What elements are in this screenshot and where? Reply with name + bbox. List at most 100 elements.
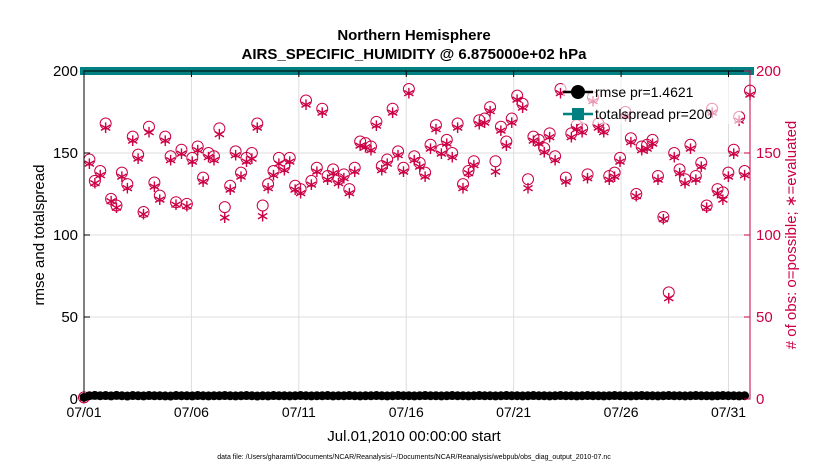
obs-evaluated-marker: ∗: [629, 187, 643, 206]
obs-evaluated-marker: ∗: [153, 190, 167, 209]
footnote: data file: /Users/gharamti/Documents/NCA…: [217, 454, 611, 461]
obs-evaluated-marker: ∗: [185, 152, 199, 171]
obs-possible-marker: [446, 147, 459, 159]
obs-evaluated-marker: ∗: [115, 167, 129, 186]
obs-evaluated-marker: ∗: [120, 178, 134, 197]
obs-possible-marker: [679, 173, 692, 186]
legend-rmse-marker: [571, 85, 585, 99]
obs-evaluated-marker: ∗: [450, 118, 464, 137]
x-tick-label: 07/31: [711, 404, 746, 420]
obs-evaluated-marker: ∗: [218, 208, 232, 227]
obs-evaluated-marker: ∗: [234, 167, 248, 186]
obs-possible-marker: [511, 89, 524, 102]
obs-evaluated-marker: ∗: [580, 169, 594, 188]
obs-evaluated-marker: ∗: [326, 164, 340, 183]
obs-evaluated-marker: ∗: [169, 195, 183, 214]
x-tick-label: 07/06: [174, 404, 209, 420]
obs-evaluated-marker: ∗: [694, 157, 708, 176]
obs-evaluated-marker: ∗: [93, 165, 107, 184]
obs-evaluated-marker: ∗: [353, 136, 367, 155]
obs-evaluated-marker: ∗: [413, 157, 427, 176]
x-tick-label: 07/11: [282, 404, 316, 420]
obs-evaluated-marker: ∗: [597, 123, 611, 142]
obs-evaluated-marker: ∗: [256, 206, 270, 225]
obs-evaluated-marker: ∗: [131, 149, 145, 168]
obs-possible-marker: [180, 197, 193, 210]
obs-possible-marker: [473, 114, 486, 127]
legend: rmse pr=1.4621 totalspread pr=200: [563, 78, 741, 124]
obs-possible-marker: [251, 117, 264, 130]
obs-evaluated-marker: ∗: [207, 151, 221, 170]
obs-possible-marker: [137, 206, 150, 219]
obs-evaluated-marker: ∗: [142, 123, 156, 142]
obs-evaluated-marker: ∗: [375, 160, 389, 179]
obs-evaluated-marker: ∗: [109, 198, 123, 217]
obs-evaluated-marker: ∗: [494, 121, 508, 140]
x-tick-label: 07/21: [496, 404, 531, 420]
obs-evaluated-marker: ∗: [499, 136, 513, 155]
obs-possible-marker: [467, 155, 480, 168]
obs-possible-marker: [630, 188, 643, 200]
obs-possible-marker: [245, 147, 258, 159]
obs-possible-marker: [267, 165, 280, 178]
obs-evaluated-marker: ∗: [348, 162, 362, 181]
obs-possible-marker: [392, 145, 405, 158]
obs-possible-marker: [657, 210, 670, 223]
obs-evaluated-marker: ∗: [640, 139, 654, 158]
obs-possible-marker: [722, 166, 735, 179]
chart-title: Northern Hemisphere: [337, 27, 490, 44]
obs-evaluated-marker: ∗: [678, 174, 692, 193]
obs-possible-marker: [294, 183, 307, 196]
obs-possible-marker: [175, 143, 188, 156]
obs-possible-marker: [429, 119, 442, 132]
obs-possible-marker: [224, 179, 237, 192]
obs-evaluated-marker: ∗: [407, 151, 421, 170]
obs-possible-marker: [197, 171, 210, 184]
obs-evaluated-marker: ∗: [672, 164, 686, 183]
obs-evaluated-marker: ∗: [543, 128, 557, 147]
obs-evaluated-marker: ∗: [445, 147, 459, 166]
obs-possible-marker: [522, 173, 534, 186]
y-axis-right-label: # of obs: o=possible; ∗=evaluated: [783, 121, 800, 350]
obs-possible-marker: [397, 161, 410, 174]
obs-possible-marker: [662, 286, 675, 299]
x-tick-label: 07/16: [389, 404, 424, 420]
y-right-tick-label: 50: [756, 309, 773, 326]
obs-evaluated-marker: ∗: [532, 134, 546, 153]
obs-evaluated-marker: ∗: [423, 139, 437, 158]
obs-evaluated-marker: ∗: [635, 141, 649, 160]
obs-possible-marker: [684, 138, 697, 151]
obs-possible-marker: [278, 160, 291, 173]
obs-evaluated-marker: ∗: [342, 183, 356, 202]
obs-evaluated-marker: ∗: [104, 192, 118, 211]
obs-possible-marker: [668, 147, 681, 159]
chart-subtitle: AIRS_SPECIFIC_HUMIDITY @ 6.875000e+02 hP…: [242, 46, 588, 63]
obs-evaluated-marker: ∗: [174, 144, 188, 163]
obs-possible-marker: [310, 161, 323, 174]
obs-possible-marker: [381, 153, 394, 166]
obs-possible-marker: [218, 201, 231, 214]
obs-evaluated-marker: ∗: [239, 152, 253, 171]
obs-evaluated-marker: ∗: [88, 174, 102, 193]
obs-possible-marker: [354, 135, 367, 148]
obs-evaluated-marker: ∗: [683, 139, 697, 158]
obs-possible-marker: [386, 102, 399, 115]
obs-possible-marker: [700, 199, 713, 212]
obs-evaluated-marker: ∗: [521, 178, 535, 197]
obs-evaluated-marker: ∗: [82, 154, 96, 173]
obs-evaluated-marker: ∗: [304, 175, 318, 194]
obs-evaluated-marker: ∗: [456, 178, 470, 197]
obs-possible-marker: [164, 150, 177, 163]
y-tick-label: 150: [53, 145, 78, 162]
obs-possible-marker: [99, 117, 112, 130]
obs-possible-marker: [148, 176, 161, 189]
obs-possible-marker: [651, 169, 664, 182]
obs-possible-marker: [256, 199, 269, 212]
obs-evaluated-marker: ∗: [358, 137, 372, 156]
y-right-tick-label: 0: [756, 391, 764, 408]
x-axis-label: Jul.01,2010 00:00:00 start: [327, 428, 501, 445]
obs-evaluated-marker: ∗: [136, 205, 150, 224]
obs-evaluated-marker: ∗: [196, 172, 210, 191]
obs-possible-marker: [419, 166, 432, 179]
